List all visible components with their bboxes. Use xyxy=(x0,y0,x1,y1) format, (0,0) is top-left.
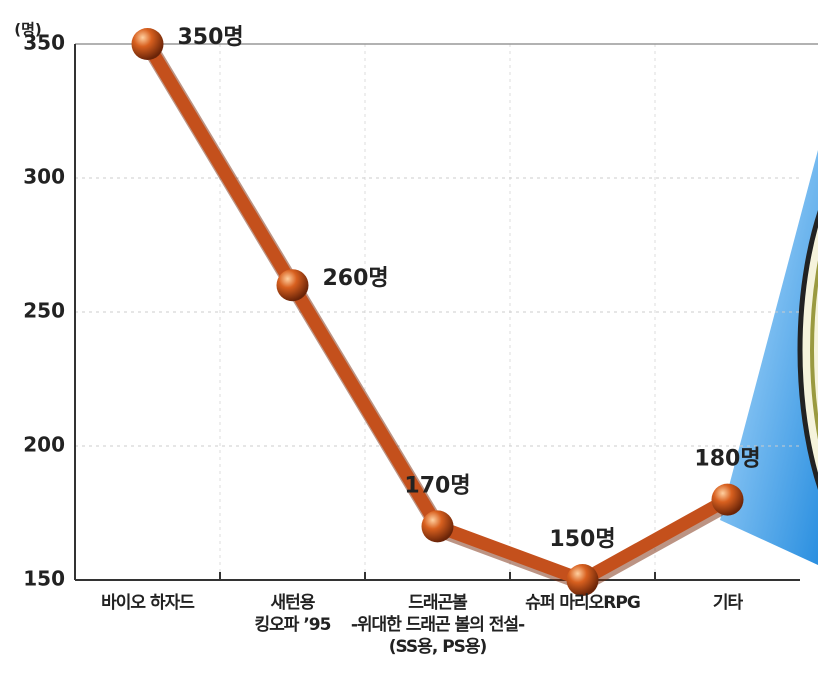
value-label: 150명 xyxy=(549,527,615,552)
x-tick-label: 슈퍼 마리오RPG xyxy=(525,593,641,613)
y-tick-label: 300 xyxy=(23,165,65,189)
value-label: 180명 xyxy=(694,447,760,472)
point xyxy=(131,28,164,60)
y-tick-label: 250 xyxy=(23,299,65,323)
x-tick-label: 드래곤볼 -위대한 드래곤 볼의 전설- (SS용, PS용) xyxy=(350,593,525,657)
point xyxy=(566,564,599,596)
y-tick-label: 150 xyxy=(23,567,65,591)
point xyxy=(276,269,309,302)
line xyxy=(141,40,731,587)
y-tick-label: 200 xyxy=(23,433,65,457)
line-shadow xyxy=(142,42,734,591)
x-tick-label: 새턴용 킹오파 ’95 xyxy=(254,593,332,635)
decor-circle xyxy=(797,210,818,490)
value-label: 170명 xyxy=(404,473,470,498)
decoration xyxy=(720,150,818,565)
y-unit: (명) xyxy=(14,21,42,39)
decor-beam xyxy=(720,150,818,565)
x-tick-label: 바이오 하자드 xyxy=(101,593,195,613)
value-label: 260명 xyxy=(323,266,389,291)
decor-ring xyxy=(810,260,818,440)
point xyxy=(421,510,454,543)
x-tick-label: 기타 xyxy=(712,593,743,613)
point xyxy=(711,483,744,516)
y-tick-label: 350 xyxy=(23,31,65,55)
value-label: 350명 xyxy=(178,25,244,50)
